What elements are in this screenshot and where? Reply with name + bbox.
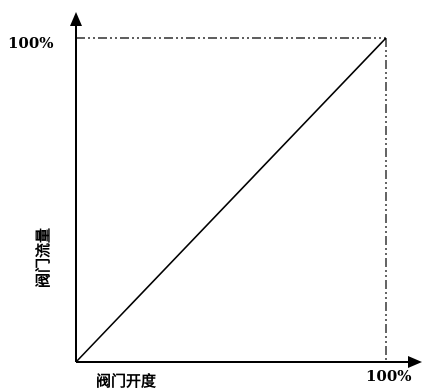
y-max-label: 100% [8,34,54,52]
x-axis-label: 阀门开度 [96,372,157,390]
y-axis-label: 阀门流量 [34,228,52,288]
series-layer [75,37,387,363]
series-line-0 [75,37,387,363]
y-axis-arrowhead [70,12,82,26]
x-max-label: 100% [366,367,412,385]
x-axis-arrowhead [408,356,422,368]
